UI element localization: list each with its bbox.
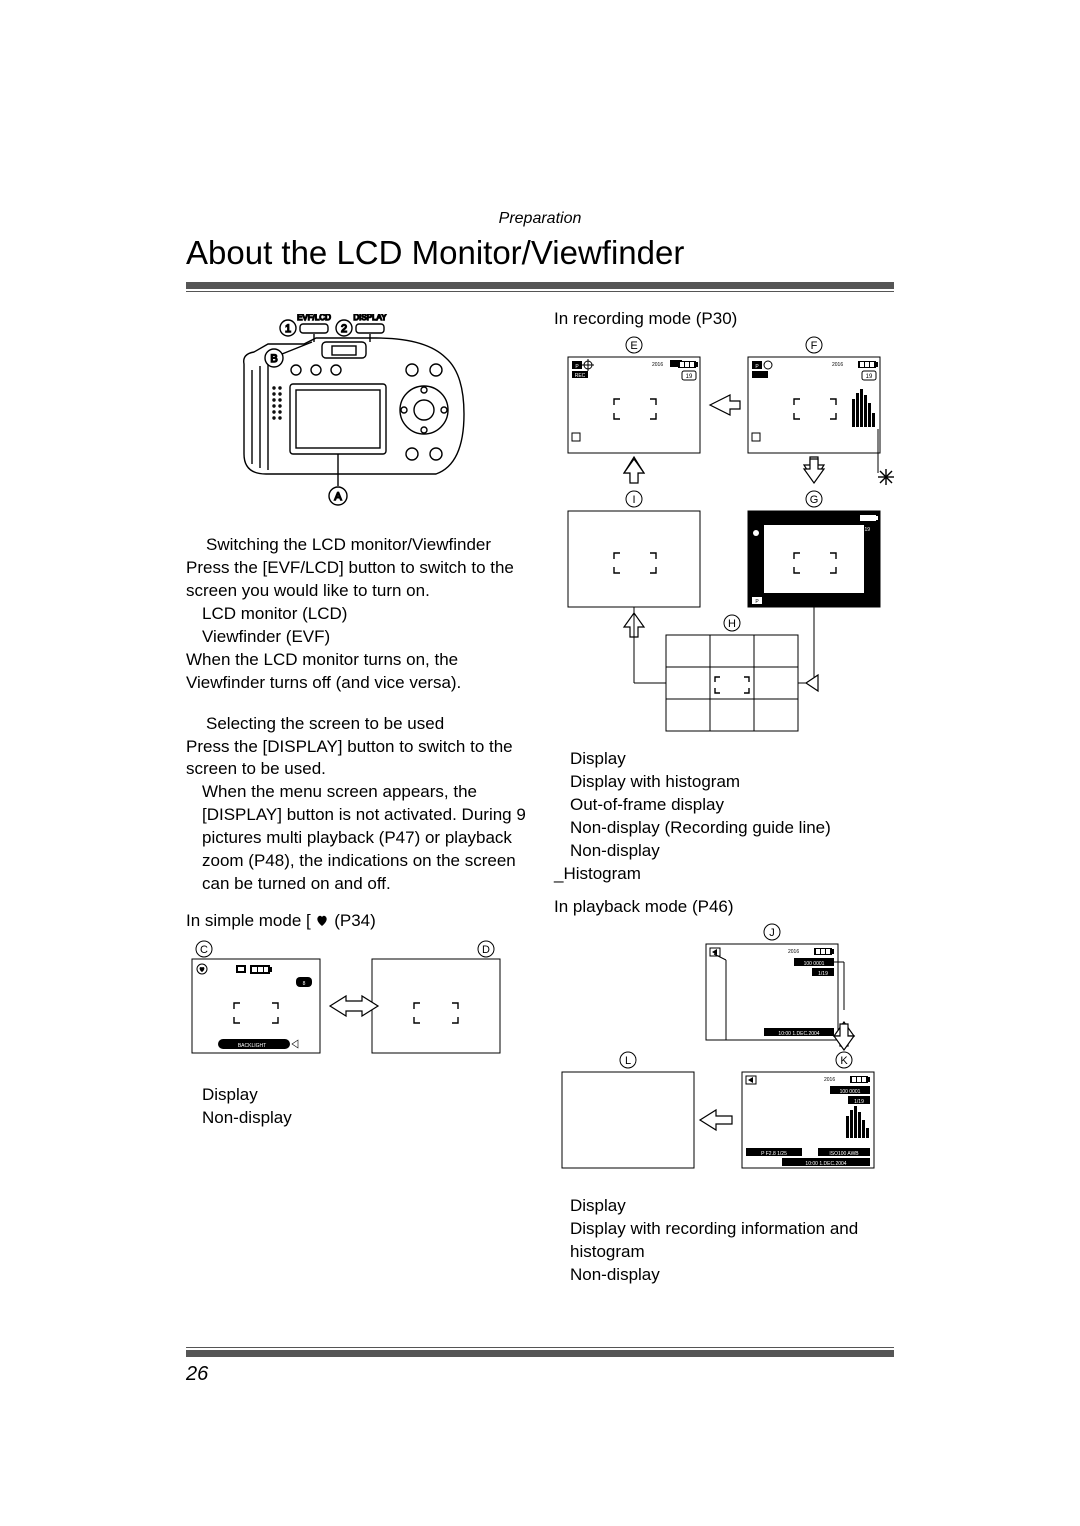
selecting-text: Press the [DISPLAY] button to switch to … [186,736,526,782]
section-header: Preparation [186,210,894,228]
switch-note: When the LCD monitor turns on, the Viewf… [186,649,526,695]
svg-text:19: 19 [686,374,693,380]
svg-text:1/19: 1/19 [854,1099,864,1105]
svg-text:K: K [840,1055,848,1067]
svg-text:F: F [811,340,818,352]
simple-d1: Display [186,1084,526,1107]
svg-text:A: A [334,491,342,503]
svg-text:ISO100 AWB: ISO100 AWB [829,1151,859,1157]
display-label: DISPLAY [353,314,387,322]
simple-d2: Non-display [186,1107,526,1130]
rec-l1: Display [554,748,894,771]
page-title: About the LCD Monitor/Viewfinder [186,234,894,272]
page-number: 26 [186,1363,894,1386]
left-column: 1 EVF/LCD 2 DISPLAY B [186,308,526,1287]
svg-text:P F2.8 1/25: P F2.8 1/25 [761,1151,787,1157]
svg-text:1: 1 [285,323,291,335]
camera-illustration: 1 EVF/LCD 2 DISPLAY B [226,314,486,514]
selecting-heading: Selecting the screen to be used [186,713,526,736]
svg-text:2016: 2016 [832,362,843,368]
recording-diagram: E F P 2016 REC 19 [554,333,894,733]
svg-text:REC: REC [575,373,586,379]
svg-text:19: 19 [866,374,873,380]
switching-text: Press the [EVF/LCD] button to switch to … [186,557,526,603]
rec-l3: Out-of-frame display [554,794,894,817]
camera-diagram: 1 EVF/LCD 2 DISPLAY B [186,314,526,514]
svg-text:19: 19 [864,527,870,533]
playback-heading: In playback mode (P46) [554,896,894,919]
svg-text:1/19: 1/19 [818,971,828,977]
simple-mode-diagram: C D 8 BACKLIGHT [186,939,506,1069]
simple-mode-heading: In simple mode [ (P34) [186,910,526,933]
rec-l2: Display with histogram [554,771,894,794]
svg-text:8: 8 [303,981,306,987]
svg-text:C: C [200,944,208,956]
evf-line: Viewfinder (EVF) [186,626,526,649]
rec-l4: Non-display (Recording guide line) [554,817,894,840]
footer-rule-thin [186,1347,894,1348]
svg-text:H: H [728,618,736,630]
switching-heading: Switching the LCD monitor/Viewfinder [186,534,526,557]
footer: 26 [186,1347,894,1386]
right-column: In recording mode (P30) E F P 2016 REC 1… [554,308,894,1287]
svg-text:E: E [630,340,637,352]
svg-text:100 0001: 100 0001 [840,1089,861,1095]
svg-text:J: J [769,927,775,939]
svg-text:D: D [482,944,490,956]
svg-text:I: I [632,494,635,506]
svg-text:100 0001: 100 0001 [804,961,825,967]
heart-icon [315,914,329,928]
two-column-layout: 1 EVF/LCD 2 DISPLAY B [186,308,894,1287]
play-l3: Non-display [554,1264,894,1287]
svg-text:2016: 2016 [824,1077,835,1083]
footer-rule-thick [186,1350,894,1357]
histogram-note: _Histogram [554,863,894,886]
play-l2: Display with recording information and h… [554,1218,894,1264]
svg-text:BACKLIGHT: BACKLIGHT [238,1043,266,1049]
playback-diagram: J 2016 100 0001 1/19 10:00 1.DEC.2004 L [554,920,894,1180]
lcd-line: LCD monitor (LCD) [186,603,526,626]
page: Preparation About the LCD Monitor/Viewfi… [0,0,1080,1526]
svg-text:2: 2 [341,323,347,335]
svg-text:B: B [270,353,277,365]
rec-l5: Non-display [554,840,894,863]
evf-lcd-label: EVF/LCD [297,314,331,322]
svg-text:2016: 2016 [652,362,663,368]
play-l1: Display [554,1195,894,1218]
rule-thin [186,291,894,292]
svg-text:10:00 1.DEC.2004: 10:00 1.DEC.2004 [778,1031,819,1037]
svg-text:G: G [810,494,819,506]
recording-heading: In recording mode (P30) [554,308,894,331]
selecting-bullet: When the menu screen appears, the [DISPL… [186,781,526,896]
svg-text:10:00 1.DEC.2004: 10:00 1.DEC.2004 [805,1161,846,1167]
rule-thick [186,282,894,289]
svg-text:2016: 2016 [788,949,799,955]
